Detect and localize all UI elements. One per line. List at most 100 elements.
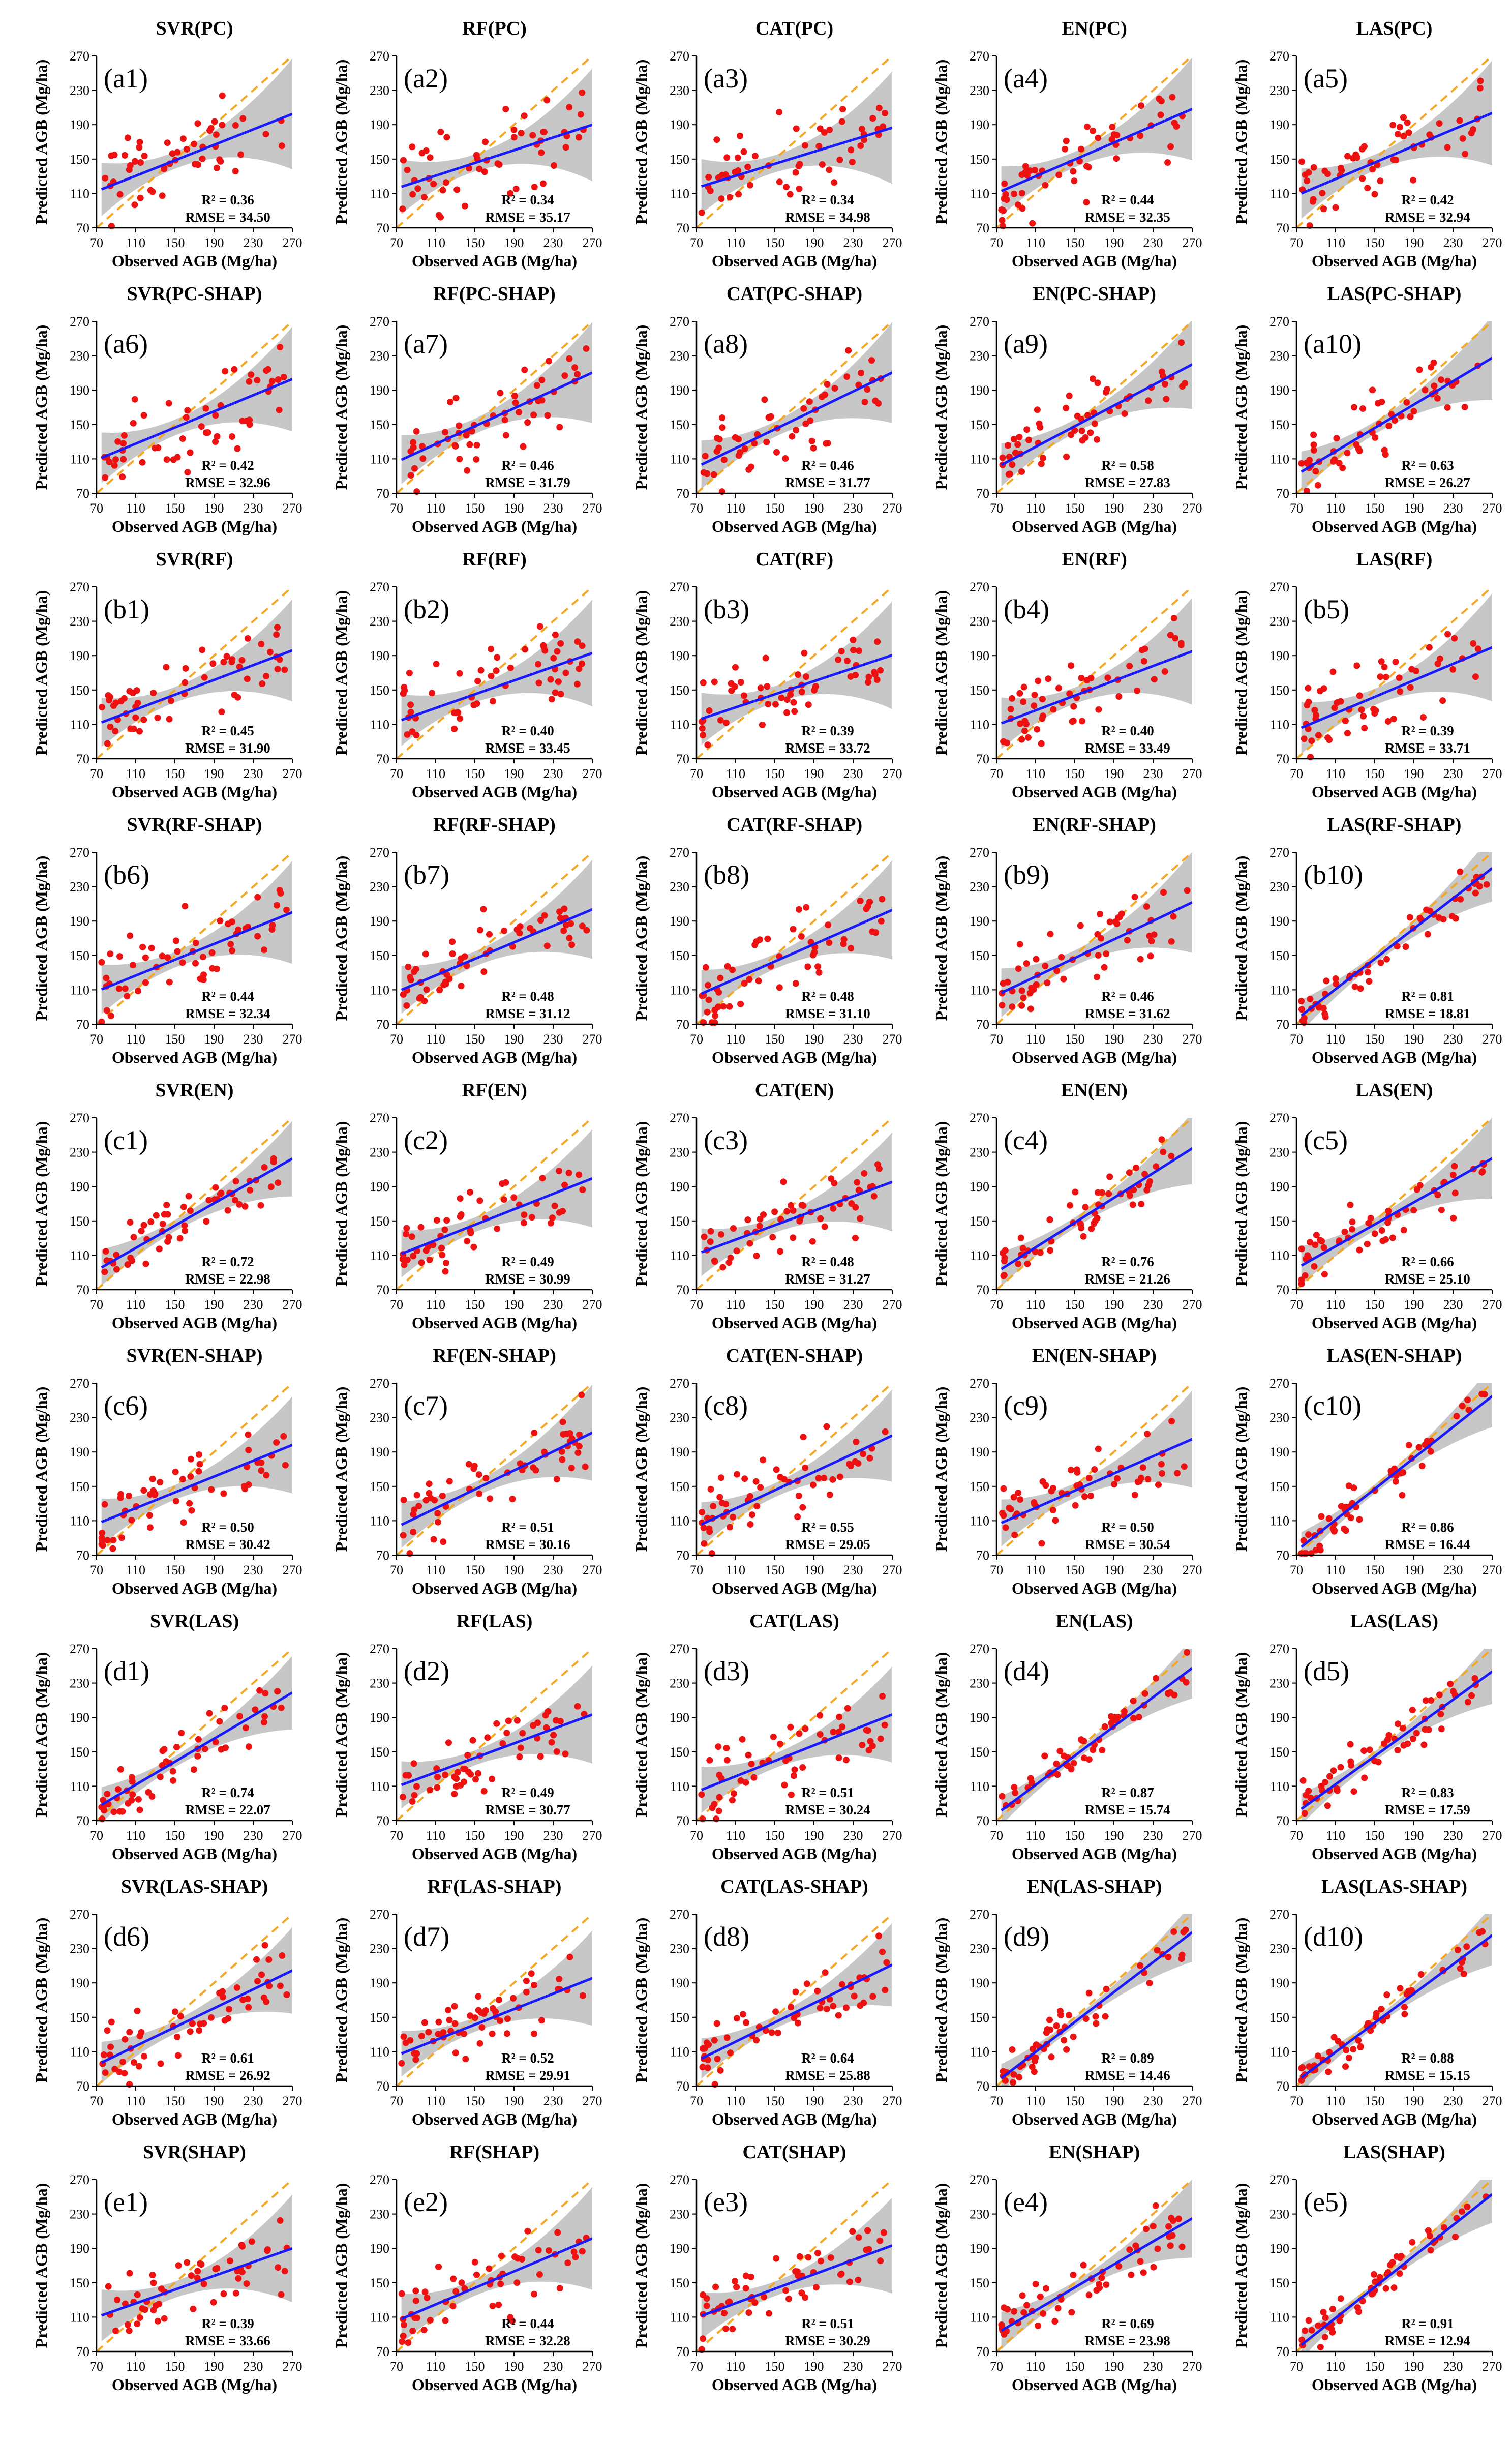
y-tick-label: 110 bbox=[670, 983, 689, 997]
data-point bbox=[209, 965, 216, 972]
data-point bbox=[130, 420, 137, 427]
data-point bbox=[190, 1766, 197, 1773]
data-point bbox=[1012, 1789, 1019, 1796]
r-squared: R² = 0.39 bbox=[1401, 723, 1454, 738]
x-tick-label: 70 bbox=[690, 2359, 703, 2374]
y-axis-title: Predicted AGB (Mg/ha) bbox=[932, 59, 950, 225]
y-axis-title: Predicted AGB (Mg/ha) bbox=[332, 590, 350, 756]
data-point bbox=[130, 1234, 137, 1241]
data-point bbox=[831, 385, 838, 392]
reference-line bbox=[996, 1649, 1192, 1821]
data-point bbox=[882, 1428, 889, 1435]
data-point bbox=[1009, 2046, 1016, 2053]
y-axis-title: Predicted AGB (Mg/ha) bbox=[32, 1918, 50, 2083]
data-point bbox=[239, 418, 246, 425]
data-point bbox=[1170, 1928, 1177, 1936]
y-axis-title: Predicted AGB (Mg/ha) bbox=[932, 856, 950, 1021]
y-tick-label: 150 bbox=[370, 1479, 389, 1494]
y-tick-label: 150 bbox=[670, 2276, 689, 2290]
data-point bbox=[517, 1744, 524, 1751]
data-point bbox=[1046, 1216, 1053, 1223]
data-point bbox=[524, 419, 531, 426]
y-axis-title: Predicted AGB (Mg/ha) bbox=[932, 1121, 950, 1287]
y-tick-label: 150 bbox=[370, 2010, 389, 2025]
data-point bbox=[761, 396, 768, 403]
panel-title: EN(PC-SHAP) bbox=[1033, 283, 1156, 305]
x-tick-label: 190 bbox=[204, 766, 224, 781]
x-tick-label: 270 bbox=[1183, 2359, 1202, 2374]
x-tick-label: 70 bbox=[90, 1297, 103, 1312]
data-point bbox=[461, 953, 468, 960]
data-point bbox=[413, 428, 420, 435]
data-point bbox=[1315, 732, 1322, 739]
r-squared: R² = 0.74 bbox=[201, 1785, 254, 1800]
data-point bbox=[579, 2248, 586, 2255]
data-point bbox=[1150, 2223, 1157, 2230]
data-point bbox=[211, 118, 218, 125]
data-point bbox=[1083, 199, 1090, 206]
data-point bbox=[1049, 1484, 1056, 1492]
data-point bbox=[1410, 176, 1417, 184]
data-point bbox=[1016, 433, 1023, 440]
data-point bbox=[1397, 688, 1404, 695]
y-tick-label: 230 bbox=[670, 880, 689, 895]
data-point bbox=[254, 1978, 261, 1985]
data-point bbox=[1453, 1413, 1460, 1420]
data-point bbox=[418, 2033, 425, 2040]
data-point bbox=[869, 1993, 876, 2000]
rmse: RMSE = 33.72 bbox=[785, 740, 870, 756]
data-point bbox=[741, 980, 748, 987]
data-point bbox=[528, 1214, 535, 1221]
data-point bbox=[1298, 158, 1306, 165]
data-point bbox=[1061, 1752, 1068, 1760]
y-tick-label: 70 bbox=[376, 221, 389, 235]
x-tick-label: 190 bbox=[1104, 1032, 1124, 1047]
x-tick-label: 150 bbox=[165, 766, 185, 781]
x-tick-label: 70 bbox=[390, 1032, 403, 1047]
data-point bbox=[516, 1753, 523, 1760]
y-tick-label: 190 bbox=[1269, 1976, 1289, 1990]
data-point bbox=[1305, 1788, 1312, 1795]
y-axis-title: Predicted AGB (Mg/ha) bbox=[632, 856, 650, 1021]
data-point bbox=[194, 120, 201, 127]
data-point bbox=[182, 679, 189, 686]
data-point bbox=[442, 429, 449, 436]
x-tick-label: 230 bbox=[1143, 2094, 1163, 2108]
x-tick-label: 70 bbox=[690, 2094, 703, 2108]
data-point bbox=[1324, 1802, 1331, 1809]
x-tick-label: 230 bbox=[543, 235, 563, 250]
data-point bbox=[408, 1233, 415, 1240]
data-point bbox=[815, 969, 823, 976]
data-point bbox=[776, 984, 783, 991]
y-tick-label: 110 bbox=[370, 1248, 389, 1263]
data-point bbox=[716, 1794, 723, 1801]
x-tick-label: 230 bbox=[543, 501, 563, 516]
x-tick-label: 190 bbox=[1104, 1828, 1124, 1843]
data-point bbox=[237, 151, 245, 158]
data-point bbox=[1350, 1484, 1357, 1492]
data-point bbox=[1020, 698, 1027, 705]
data-point bbox=[793, 125, 800, 132]
data-point bbox=[742, 2285, 749, 2292]
x-tick-label: 190 bbox=[1104, 2359, 1124, 2374]
data-point bbox=[766, 414, 773, 422]
y-tick-label: 230 bbox=[970, 1676, 989, 1691]
y-axis-title: Predicted AGB (Mg/ha) bbox=[32, 1121, 50, 1287]
x-axis-title: Observed AGB (Mg/ha) bbox=[1012, 252, 1177, 270]
data-point bbox=[1364, 185, 1371, 192]
data-point bbox=[443, 134, 450, 141]
data-point bbox=[855, 1460, 862, 1467]
fit-line bbox=[401, 651, 592, 722]
data-point bbox=[476, 165, 483, 172]
data-point bbox=[493, 667, 500, 674]
data-point bbox=[1392, 1478, 1399, 1485]
y-tick-label: 230 bbox=[70, 1942, 89, 1956]
panel-label: (d1) bbox=[104, 1656, 149, 1686]
fit-line bbox=[401, 123, 592, 188]
y-tick-label: 190 bbox=[370, 1179, 389, 1194]
data-point bbox=[427, 154, 434, 161]
y-tick-label: 270 bbox=[1269, 49, 1289, 64]
data-point bbox=[1070, 1760, 1077, 1767]
data-point bbox=[219, 1988, 226, 1995]
